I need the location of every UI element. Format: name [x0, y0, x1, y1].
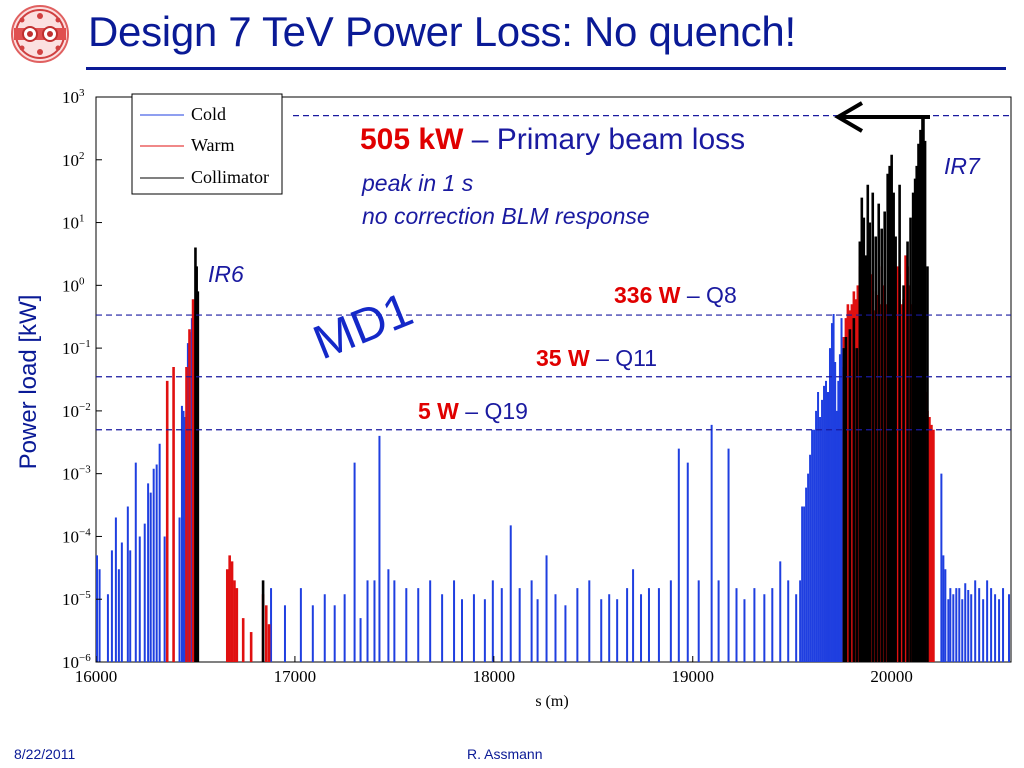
x-axis-ticks: 16000 17000 18000 19000 20000 [75, 656, 913, 686]
x-axis-label: s (m) [535, 693, 568, 710]
ref-text-5w: – Q19 [459, 398, 528, 424]
y-tick-label-1: 102 [62, 150, 85, 170]
legend-label-collimator: Collimator [191, 167, 269, 187]
ref-label-505kw: 505 kW – Primary beam loss [360, 123, 745, 156]
x-tick-label-0: 16000 [75, 667, 118, 686]
md1-label: MD1 [306, 283, 420, 370]
ref-label-5w: 5 W – Q19 [418, 398, 528, 424]
ref-value-336w: 336 W [614, 282, 681, 308]
ref-value-505kw: 505 kW [360, 123, 464, 156]
y-tick-label-8: 10−5 [62, 589, 91, 609]
y-tick-label-6: 10−3 [62, 464, 91, 484]
x-tick-label-4: 20000 [870, 667, 913, 686]
legend: Cold Warm Collimator [131, 93, 283, 195]
y-axis-ticks: 103 102 101 100 10−1 10−2 10−3 10−4 10−5 10−6 [62, 87, 102, 672]
y-tick-label-3: 100 [62, 275, 85, 295]
peak-note-line1: peak in 1 s [361, 170, 474, 196]
ir7-label: IR7 [944, 153, 981, 179]
y-axis-label: Power load [kW] [15, 295, 42, 470]
y-tick-label-0: 103 [62, 87, 85, 107]
legend-label-cold: Cold [191, 104, 226, 124]
x-tick-label-1: 17000 [274, 667, 317, 686]
ref-label-336w: 336 W – Q8 [614, 282, 737, 308]
ref-text-505kw: – Primary beam loss [463, 123, 745, 156]
ref-text-336w: – Q8 [680, 282, 736, 308]
legend-label-warm: Warm [191, 135, 235, 155]
peak-note-line2: no correction BLM response [362, 203, 650, 229]
plot-frame [95, 96, 1012, 663]
y-tick-label-9: 10−6 [62, 652, 91, 672]
cern-lhc-logo [2, 2, 78, 66]
footer-author: R. Assmann [467, 746, 543, 762]
x-tick-label-3: 19000 [671, 667, 714, 686]
y-tick-label-4: 10−1 [62, 338, 91, 358]
y-tick-label-2: 101 [62, 213, 85, 233]
y-tick-label-5: 10−2 [62, 401, 91, 421]
x-tick-label-2: 18000 [473, 667, 516, 686]
power-loss-chart: 103 102 101 100 10−1 10−2 10−3 10−4 10−5 10−6 160… [15, 87, 1012, 710]
reference-lines [96, 115, 1011, 431]
peak-arrow [834, 101, 930, 133]
bars-group [95, 115, 1011, 662]
ref-value-35w: 35 W [536, 345, 590, 371]
ir6-label: IR6 [208, 261, 244, 287]
ref-text-35w: – Q11 [590, 345, 657, 371]
y-tick-label-7: 10−4 [62, 526, 91, 546]
ref-label-35w: 35 W – Q11 [536, 345, 657, 371]
slide-title: Design 7 TeV Power Loss: No quench! [88, 8, 796, 55]
footer-date: 8/22/2011 [14, 746, 76, 762]
ref-value-5w: 5 W [418, 398, 459, 424]
title-underline [86, 67, 1006, 70]
